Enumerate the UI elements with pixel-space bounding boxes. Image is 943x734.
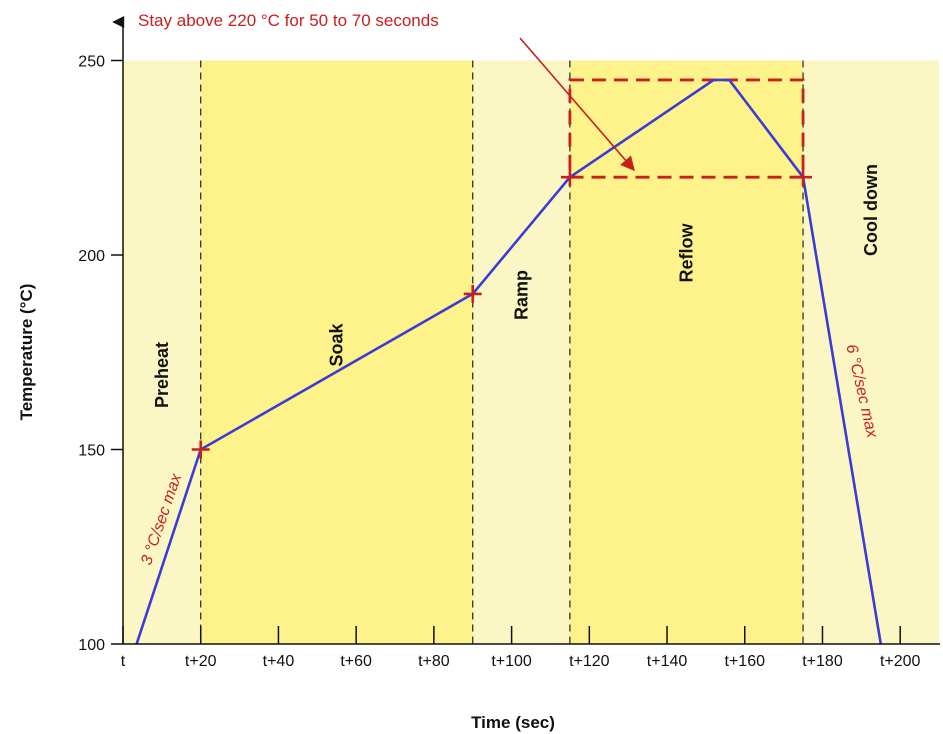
phase-zone-3 bbox=[569, 60, 804, 644]
profile-marker-1 bbox=[463, 284, 482, 303]
phase-zone-0 bbox=[123, 60, 201, 644]
phase-zone-4 bbox=[803, 60, 940, 644]
x-tick-label: t+60 bbox=[340, 653, 372, 670]
profile-marker-2 bbox=[560, 168, 579, 187]
reflow-note-text: Stay above 220 °C for 50 to 70 seconds bbox=[138, 11, 439, 30]
x-tick-label: t+200 bbox=[880, 653, 921, 670]
profile-markers bbox=[191, 168, 813, 459]
reflow-note-arrow bbox=[519, 37, 635, 172]
profile-marker-3 bbox=[794, 168, 813, 187]
x-tick-label: t+160 bbox=[725, 653, 766, 670]
reflow-window bbox=[568, 78, 805, 179]
phase-label-2: Ramp bbox=[511, 270, 531, 320]
phase-label-1: Soak bbox=[327, 323, 347, 367]
x-tick-label: t+40 bbox=[263, 653, 295, 670]
x-tick-label: t+140 bbox=[647, 653, 688, 670]
x-axis-title: Time (sec) bbox=[471, 713, 555, 732]
x-tick-label: t+80 bbox=[418, 653, 450, 670]
phase-zone-1 bbox=[200, 60, 473, 644]
y-tick-label: 100 bbox=[78, 637, 105, 654]
phase-zone-2 bbox=[472, 60, 570, 644]
y-axis-title: Temperature (°C) bbox=[17, 284, 36, 421]
y-tick-label: 200 bbox=[78, 248, 105, 265]
y-ticks: 100 150 200 250 bbox=[78, 54, 123, 654]
temperature-profile bbox=[135, 78, 883, 645]
x-tick-label: t+120 bbox=[569, 653, 610, 670]
profile-line bbox=[135, 78, 883, 645]
phase-label-4: Cool down bbox=[861, 164, 881, 256]
phase-labels: Preheat Soak Ramp Reflow Cool down bbox=[152, 164, 881, 408]
y-tick-label: 250 bbox=[78, 54, 105, 71]
reflow-window-box bbox=[568, 78, 805, 179]
x-tick-label: t+100 bbox=[491, 653, 532, 670]
phase-label-0: Preheat bbox=[152, 342, 172, 408]
x-tick-label: t+20 bbox=[185, 653, 217, 670]
phase-zones bbox=[123, 60, 940, 644]
x-ticks: t t+20 t+40 t+60 t+80 t+100 t+120 t+140 t+160 t+1… bbox=[121, 626, 921, 670]
axes bbox=[112, 15, 940, 645]
phase-label-3: Reflow bbox=[677, 223, 697, 283]
y-tick-label: 150 bbox=[78, 443, 105, 460]
x-tick-label: t+180 bbox=[802, 653, 843, 670]
x-tick-label: t bbox=[121, 653, 126, 670]
profile-marker-0 bbox=[191, 440, 210, 459]
